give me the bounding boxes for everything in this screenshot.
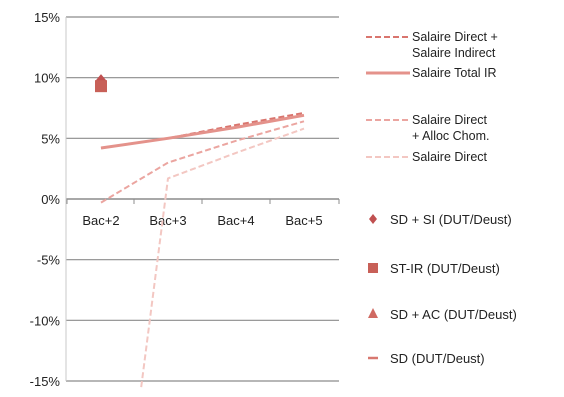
series-line-4 xyxy=(140,127,305,388)
marker-square xyxy=(95,80,107,93)
legend-layer: Salaire Direct + Salaire Indirect Salaire … xyxy=(366,30,517,366)
x-tick-label: Bac+5 xyxy=(285,213,322,228)
legend-label: Salaire Indirect xyxy=(412,46,496,60)
grid-layer xyxy=(66,16,339,382)
series-line-2 xyxy=(100,113,305,150)
legend-label: Salaire Direct + xyxy=(412,30,498,44)
legend-label: ST-IR (DUT/Deust) xyxy=(390,261,500,276)
legend-label: + Alloc Chom. xyxy=(412,129,489,143)
y-tick-label: 5% xyxy=(41,131,60,146)
legend-marker-square xyxy=(368,263,378,273)
marker-layer xyxy=(95,74,107,93)
y-tick-label: 15% xyxy=(34,10,60,25)
series-layer xyxy=(100,111,305,388)
legend-marker-triangle xyxy=(368,308,378,318)
axis-layer: 15% 10% 5% 0% -5% -10% -15% Bac+2 Bac+3 Bac+4 Bac+… xyxy=(30,10,340,389)
x-tick-label: Bac+4 xyxy=(217,213,254,228)
y-tick-label: -5% xyxy=(37,253,61,268)
legend-marker-diamond xyxy=(369,214,377,224)
y-tick-label: 10% xyxy=(34,71,60,86)
legend-label: Salaire Total IR xyxy=(412,66,497,80)
series-line-3 xyxy=(100,120,305,204)
legend-label: SD + AC (DUT/Deust) xyxy=(390,307,517,322)
x-tick-label: Bac+2 xyxy=(82,213,119,228)
x-tick-label: Bac+3 xyxy=(149,213,186,228)
legend-label: Salaire Direct xyxy=(412,113,488,127)
legend-label: SD (DUT/Deust) xyxy=(390,351,485,366)
y-tick-label: 0% xyxy=(41,192,60,207)
y-tick-label: -15% xyxy=(30,374,61,389)
legend-label: SD + SI (DUT/Deust) xyxy=(390,212,512,227)
legend-label: Salaire Direct xyxy=(412,150,488,164)
y-tick-label: -10% xyxy=(30,313,61,328)
